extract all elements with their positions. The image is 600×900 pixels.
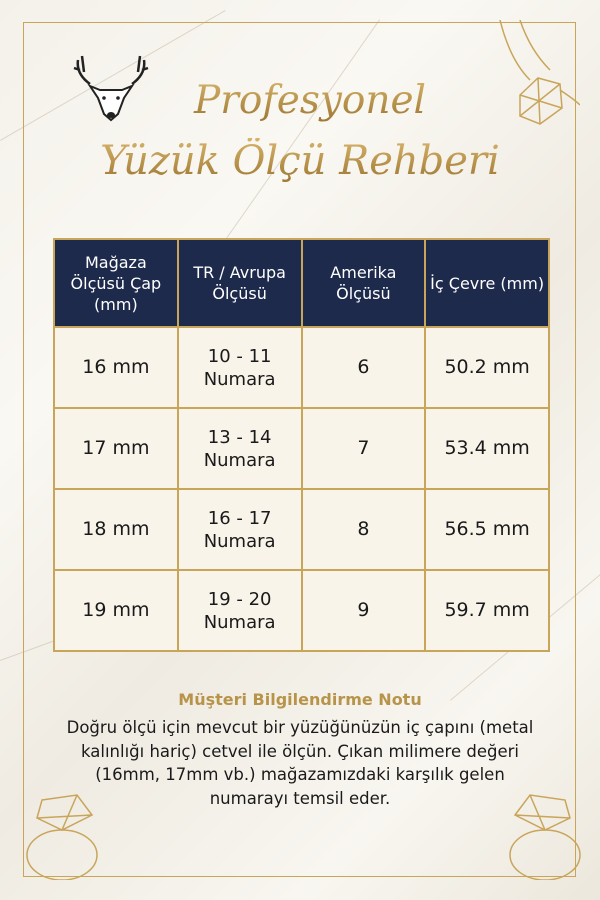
cell-tr-eu: 19 - 20 Numara [176, 569, 303, 652]
table-row: 17 mm 13 - 14 Numara 7 53.4 mm [53, 407, 550, 490]
cell-store: 19 mm [53, 569, 179, 652]
deer-logo-icon [73, 55, 149, 122]
header-us-size: Amerika Ölçüsü [300, 238, 427, 328]
table-header-row: Mağaza Ölçüsü Çap (mm) TR / Avrupa Ölçüs… [53, 238, 550, 328]
ring-illustration-icon [499, 20, 580, 125]
cell-us: 7 [300, 407, 427, 490]
title-line-1: Profesyonel [10, 78, 600, 123]
cell-store: 17 mm [53, 407, 179, 490]
table-row: 19 mm 19 - 20 Numara 9 59.7 mm [53, 569, 550, 652]
cell-us: 9 [300, 569, 427, 652]
cell-tr-eu: 13 - 14 Numara [176, 407, 303, 490]
cell-store: 16 mm [53, 326, 179, 409]
cell-tr-eu: 16 - 17 Numara [176, 488, 303, 571]
header-store-size: Mağaza Ölçüsü Çap (mm) [53, 238, 179, 328]
table-row: 16 mm 10 - 11 Numara 6 50.2 mm [53, 326, 550, 409]
cell-us: 8 [300, 488, 427, 571]
ring-illustration-icon [26, 794, 98, 880]
cell-us: 6 [300, 326, 427, 409]
note-text: Doğru ölçü için mevcut bir yüzüğünüzün i… [66, 718, 534, 808]
cell-tr-eu: 10 - 11 Numara [176, 326, 303, 409]
header-inner-circumference: İç Çevre (mm) [424, 238, 550, 328]
cell-circumference: 56.5 mm [424, 488, 550, 571]
cell-circumference: 59.7 mm [424, 569, 550, 652]
cell-store: 18 mm [53, 488, 179, 571]
table-row: 18 mm 16 - 17 Numara 8 56.5 mm [53, 488, 550, 571]
cell-circumference: 53.4 mm [424, 407, 550, 490]
note-title: Müşteri Bilgilendirme Notu [178, 690, 422, 709]
ring-illustration-icon [509, 794, 581, 880]
title-line-2: Yüzük Ölçü Rehberi [0, 138, 600, 184]
header-tr-eu-size: TR / Avrupa Ölçüsü [176, 238, 303, 328]
gold-frame [23, 22, 576, 877]
cell-circumference: 50.2 mm [424, 326, 550, 409]
ring-size-table: Mağaza Ölçüsü Çap (mm) TR / Avrupa Ölçüs… [53, 238, 550, 652]
